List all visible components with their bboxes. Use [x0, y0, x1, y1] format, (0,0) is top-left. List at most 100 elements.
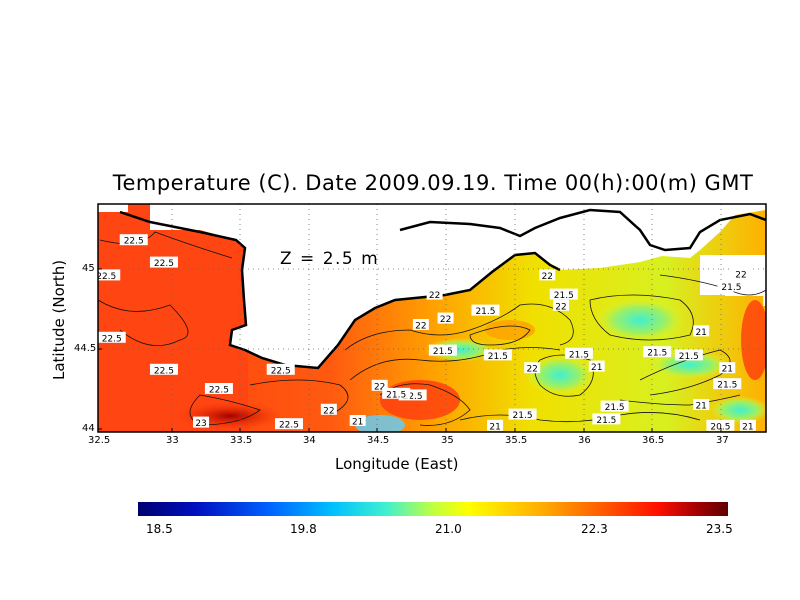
contour-label: 21.5: [471, 304, 500, 317]
contour-label: 21.5: [382, 387, 411, 400]
contour-label: 21.5: [600, 400, 629, 413]
contour-label: 22: [426, 288, 443, 301]
contour-label: 22: [539, 269, 556, 282]
contour-label: 21.5: [549, 288, 578, 301]
svg-text:21.5: 21.5: [513, 411, 533, 421]
crimea-land: [150, 204, 766, 368]
svg-text:21.5: 21.5: [569, 350, 589, 360]
svg-text:22: 22: [429, 291, 440, 301]
svg-text:22: 22: [555, 302, 566, 312]
contour-label: 22: [437, 312, 454, 325]
svg-text:21.5: 21.5: [488, 352, 508, 362]
contour-label: 21: [693, 399, 710, 412]
contour-label: 21: [739, 419, 756, 432]
contour-label: 22.5: [98, 331, 126, 344]
coastline: [119, 210, 561, 370]
svg-text:22.5: 22.5: [124, 237, 144, 247]
contour-label: 22.5: [149, 363, 178, 376]
depth-label: Z = 2.5 m: [280, 249, 379, 269]
x-tick-label: 33.5: [230, 435, 253, 446]
svg-text:22.5: 22.5: [154, 259, 174, 269]
svg-text:22: 22: [526, 365, 537, 375]
svg-text:22.5: 22.5: [209, 386, 229, 396]
x-tick-label: 34.5: [367, 435, 390, 446]
contour-label: 21: [785, 404, 800, 417]
contour-label: 21.5: [508, 408, 537, 421]
contour-label: 22.5: [149, 256, 178, 269]
contour-label: 22.5: [398, 389, 427, 402]
contour-label: 22.5: [119, 234, 148, 247]
contour-label: 22: [412, 319, 429, 332]
colorbar: [138, 502, 728, 516]
svg-text:22: 22: [440, 315, 451, 325]
svg-text:21: 21: [695, 402, 706, 412]
svg-text:22: 22: [323, 406, 334, 416]
x-tick-label: 35: [441, 435, 454, 446]
contour-label: 23: [193, 416, 210, 429]
svg-text:21: 21: [352, 418, 363, 428]
svg-text:21: 21: [695, 328, 706, 338]
contour-label: 21.5: [717, 280, 746, 293]
svg-text:21: 21: [591, 363, 602, 373]
y-tick-label: 45: [82, 263, 95, 274]
contour-label: 22: [553, 299, 570, 312]
svg-text:22.5: 22.5: [154, 366, 174, 376]
svg-text:22.5: 22.5: [279, 421, 299, 431]
colorbar-label: 18.5: [146, 522, 173, 536]
contour-label: 22: [371, 379, 388, 392]
contour-label: 21.5: [643, 346, 672, 359]
contour-labels: 22.5 22.5 22.5 22.5 22.5 22.5 22.5 22.5 23 22.5 22…: [98, 234, 800, 432]
contour-label: 22.5: [98, 269, 121, 282]
contour-label: 22.5: [274, 418, 303, 431]
contour-label: 21.5: [564, 347, 593, 360]
contour-label: 21.5: [483, 349, 512, 362]
contour-label: 21: [588, 360, 605, 373]
svg-text:22: 22: [374, 382, 385, 392]
contour-label: 22: [320, 403, 337, 416]
svg-text:22: 22: [735, 270, 746, 280]
colorbar-label: 23.5: [706, 522, 733, 536]
svg-text:22.5: 22.5: [403, 392, 423, 402]
colorbar-label: 22.3: [581, 522, 608, 536]
svg-text:23: 23: [195, 419, 206, 429]
map-frame: [97, 203, 767, 433]
map-title: Temperature (C). Date 2009.09.19. Time 0…: [112, 171, 754, 195]
svg-text:22.5: 22.5: [271, 366, 291, 376]
contour-label: 21.5: [592, 413, 621, 426]
svg-text:21: 21: [788, 406, 799, 416]
svg-text:21.5: 21.5: [475, 307, 495, 317]
contour-label: 22.5: [266, 363, 295, 376]
svg-text:22.5: 22.5: [102, 334, 122, 344]
x-tick-label: 32.5: [88, 435, 111, 446]
svg-text:21.5: 21.5: [605, 403, 625, 413]
contour-label: 22: [524, 362, 541, 375]
y-tick-label: 44.5: [74, 343, 97, 354]
svg-text:21: 21: [722, 365, 733, 375]
x-tick-label: 36: [578, 435, 591, 446]
contour-label: 21: [487, 419, 504, 432]
x-tick-label: 36.5: [642, 435, 665, 446]
colorbar-label: 19.8: [290, 522, 317, 536]
y-axis-title: Latitude (North): [50, 259, 68, 380]
contour-label: 22: [733, 267, 750, 280]
svg-text:21.5: 21.5: [721, 283, 741, 293]
contour-label: 20.5: [706, 419, 735, 432]
contour-label: 21.5: [674, 349, 703, 362]
contour-label: 22.5: [204, 383, 233, 396]
x-tick-label: 35.5: [505, 435, 528, 446]
svg-text:22: 22: [415, 322, 426, 332]
svg-text:21.5: 21.5: [647, 349, 667, 359]
svg-text:21.5: 21.5: [776, 347, 796, 357]
svg-text:21.5: 21.5: [717, 381, 737, 391]
x-tick-label: 33: [166, 435, 179, 446]
contour-label: 21.5: [713, 378, 742, 391]
svg-text:21.5: 21.5: [554, 291, 574, 301]
contour-label: 21: [349, 415, 366, 428]
contour-label: 21: [719, 362, 736, 375]
svg-text:22: 22: [786, 365, 797, 375]
svg-text:21.5: 21.5: [386, 390, 406, 400]
svg-text:22: 22: [542, 272, 553, 282]
colorbar-label: 21.0: [435, 522, 462, 536]
grid-lines: [98, 204, 766, 432]
